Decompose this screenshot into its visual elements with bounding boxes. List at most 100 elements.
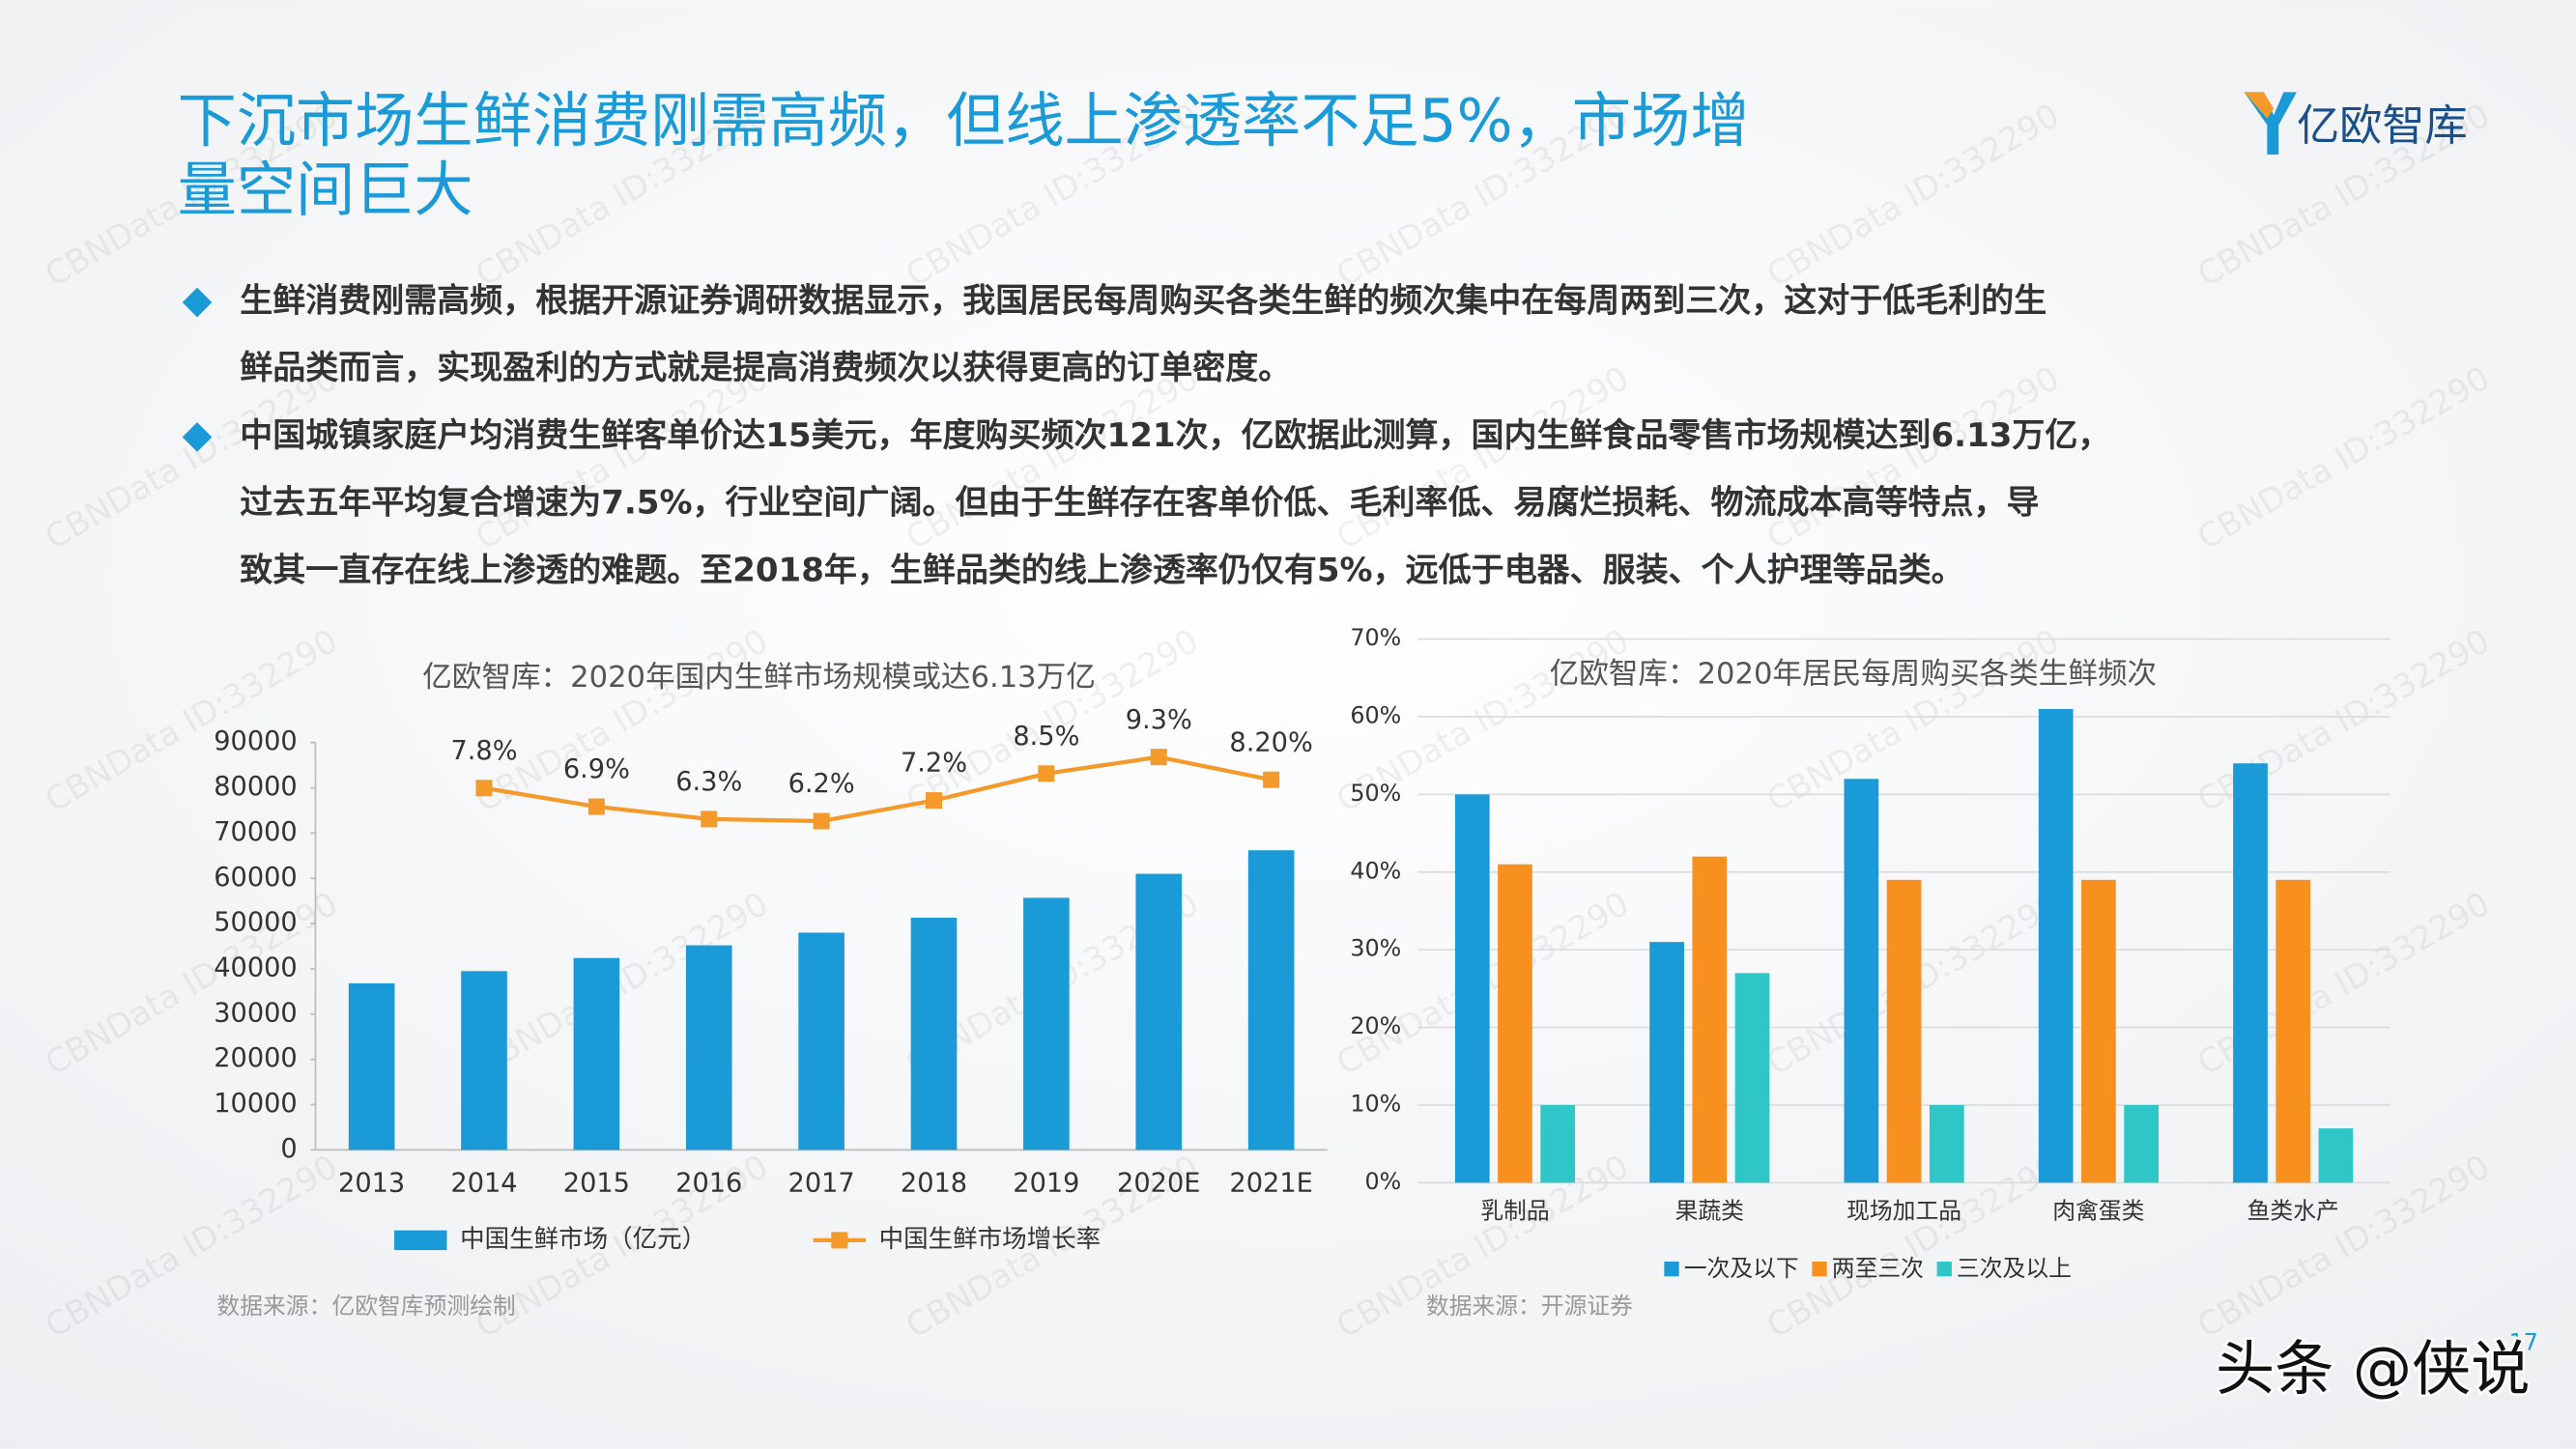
bar	[1649, 942, 1684, 1183]
x-tick-label: 2020E	[1117, 1169, 1200, 1199]
y-tick-label: 60%	[1350, 701, 1401, 728]
bar	[2233, 763, 2268, 1183]
y-tick-label: 10%	[1350, 1090, 1401, 1117]
y-tick-label: 20000	[214, 1043, 298, 1073]
data-label: 6.9%	[563, 754, 630, 784]
bar	[1023, 897, 1070, 1151]
x-tick-label: 2016	[675, 1169, 742, 1199]
line-marker	[1263, 771, 1280, 788]
bullet-text: 鲜品类而言，实现盈利的方式就是提高消费频次以获得更高的订单密度。	[240, 349, 1291, 387]
x-tick-label: 肉禽蛋类	[2052, 1197, 2144, 1224]
legend-swatch	[831, 1232, 848, 1249]
bar	[798, 932, 844, 1151]
x-tick-label: 2013	[338, 1169, 405, 1199]
y-tick-label: 20%	[1350, 1012, 1401, 1039]
y-tick-label: 70000	[214, 817, 298, 847]
chart-title: 亿欧智库：2020年国内生鲜市场规模或达6.13万亿	[422, 661, 1096, 695]
bar	[1886, 879, 1922, 1183]
bar	[1692, 856, 1728, 1183]
bar	[2081, 879, 2116, 1183]
x-tick-label: 2017	[788, 1169, 855, 1199]
y-tick-label: 70%	[1350, 624, 1401, 651]
bar	[2038, 708, 2074, 1183]
bar	[573, 957, 620, 1151]
line-marker	[1150, 749, 1167, 766]
y-tick-label: 0%	[1365, 1168, 1402, 1195]
bar	[1498, 864, 1532, 1183]
y-tick-label: 30000	[214, 998, 298, 1028]
data-label: 8.20%	[1229, 727, 1312, 757]
x-tick-label: 乳制品	[1480, 1197, 1549, 1224]
bar	[1247, 850, 1295, 1151]
x-tick-label: 2018	[901, 1169, 967, 1199]
data-label: 8.5%	[1013, 722, 1079, 752]
bullet-text: 致其一直存在线上渗透的难题。至2018年，生鲜品类的线上渗透率仍仅有5%，远低于…	[240, 551, 1963, 589]
source: 数据来源：开源证券	[1426, 1293, 1633, 1320]
x-tick-label: 2015	[563, 1169, 630, 1199]
line	[483, 754, 1273, 824]
y-tick-label: 10000	[214, 1089, 298, 1119]
bar	[685, 945, 732, 1151]
x-tick-label: 2019	[1013, 1169, 1079, 1199]
line-marker	[925, 792, 943, 810]
logo-icon-accent	[2244, 92, 2275, 119]
source: 数据来源：亿欧智库预测绘制	[216, 1293, 515, 1320]
data-label: 9.3%	[1126, 705, 1192, 735]
bar	[1454, 794, 1490, 1183]
logo-icon	[2244, 92, 2297, 156]
data-label: 7.2%	[901, 749, 967, 779]
legend-swatch	[1936, 1261, 1952, 1277]
bar	[2124, 1104, 2159, 1183]
bullet-text: 中国城镇家庭户均消费生鲜客单价达15美元，年度购买频次121次，亿欧据此测算，国…	[240, 416, 2110, 455]
y-tick-label: 50%	[1350, 780, 1401, 807]
legend-label: 三次及以上	[1957, 1255, 2072, 1282]
x-tick-label: 2014	[450, 1169, 517, 1199]
bar	[1844, 779, 1879, 1183]
legend-label: 两至三次	[1832, 1255, 1924, 1282]
bullets: 生鲜消费刚需高频，根据开源证券调研数据显示，我国居民每周购买各类生鲜的频次集中在…	[182, 282, 2110, 589]
footer: 头条 @侠说	[2216, 1335, 2530, 1404]
x-tick-label: 2021E	[1229, 1169, 1312, 1199]
data-label: 6.3%	[675, 767, 742, 797]
bar	[2318, 1128, 2354, 1183]
title-line: 量空间巨大	[178, 156, 473, 224]
bullet-text: 生鲜消费刚需高频，根据开源证券调研数据显示，我国居民每周购买各类生鲜的频次集中在…	[240, 282, 2046, 321]
x-tick-label: 鱼类水产	[2247, 1197, 2339, 1224]
legend-label: 中国生鲜市场（亿元）	[460, 1225, 706, 1254]
bullet-text: 过去五年平均复合增速为7.5%，行业空间广阔。但由于生鲜存在客单价低、毛利率低、…	[240, 484, 2039, 523]
y-tick-label: 0	[280, 1134, 297, 1164]
line-marker	[587, 798, 605, 815]
legend-label: 中国生鲜市场增长率	[879, 1225, 1102, 1254]
bar	[1929, 1104, 1964, 1183]
legend-label: 一次及以下	[1684, 1255, 1799, 1282]
bar	[461, 971, 507, 1151]
y-tick-label: 40000	[214, 952, 298, 982]
y-tick-label: 90000	[214, 726, 298, 756]
y-tick-label: 50000	[214, 908, 298, 938]
legend-swatch	[1664, 1261, 1679, 1277]
bar	[1135, 873, 1183, 1151]
logo-text: 亿欧智库	[2297, 101, 2468, 151]
page-number: 17	[2509, 1328, 2538, 1355]
data-label: 6.2%	[788, 769, 855, 799]
line-marker	[813, 812, 830, 830]
bar	[348, 982, 395, 1151]
y-tick-label: 60000	[214, 863, 298, 893]
title-line: 下沉市场生鲜消费刚需高频，但线上渗透率不足5%，市场增	[178, 87, 1750, 156]
line-marker	[701, 810, 718, 828]
bar	[1734, 973, 1770, 1183]
x-tick-label: 果蔬类	[1675, 1197, 1744, 1224]
bar	[2275, 879, 2311, 1183]
bar	[1540, 1104, 1576, 1183]
x-tick-label: 现场加工品	[1846, 1197, 1961, 1224]
legend-swatch	[1812, 1261, 1827, 1277]
y-tick-label: 30%	[1350, 935, 1401, 962]
y-tick-label: 80000	[214, 772, 298, 802]
data-label: 7.8%	[450, 736, 517, 766]
legend-swatch	[394, 1230, 447, 1251]
line-marker	[1038, 765, 1055, 782]
y-tick-label: 40%	[1350, 857, 1401, 884]
